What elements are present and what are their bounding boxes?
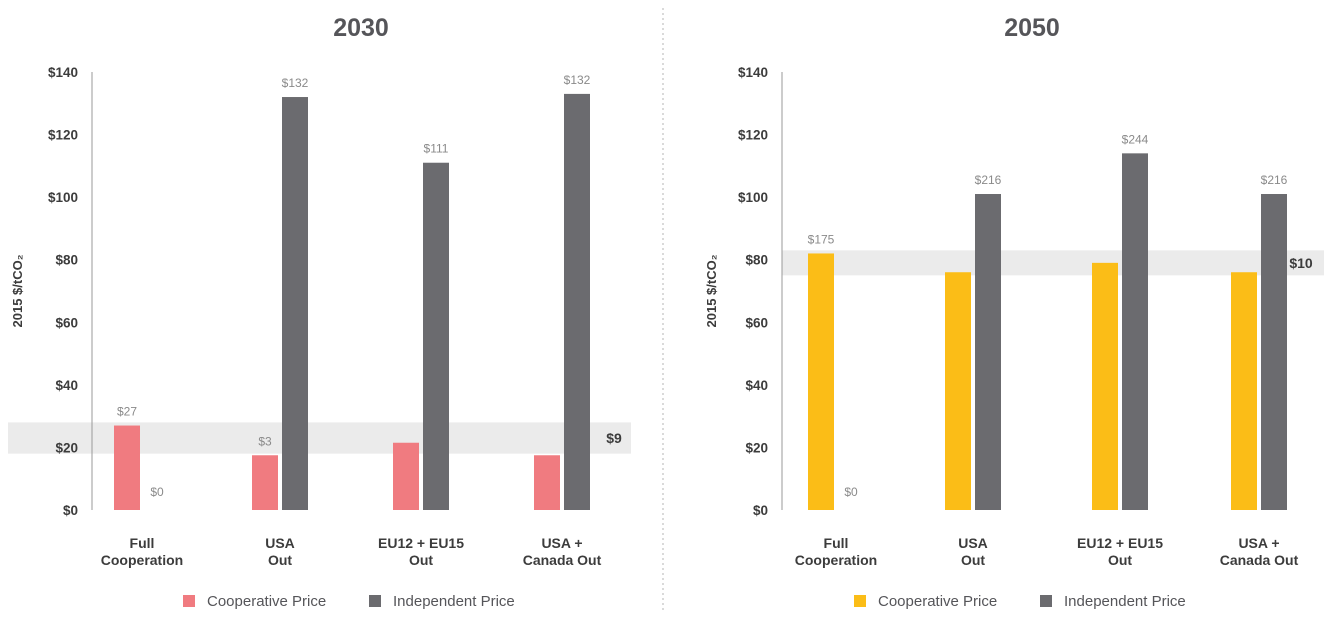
legend-swatch-independent: [369, 595, 381, 607]
bar-cooperative-price: [252, 455, 278, 510]
bar-independent-price: [423, 162, 449, 510]
legend-label-cooperative: Cooperative Price: [207, 593, 326, 610]
data-label-independent: $132: [564, 73, 591, 87]
bar-independent-price: [975, 194, 1001, 510]
bar-cooperative-price: [808, 253, 834, 510]
x-tick-label: USA: [958, 535, 988, 551]
y-tick-label: $80: [55, 253, 78, 268]
data-label-cooperative: $3: [258, 434, 272, 448]
bar-cooperative-price: [393, 442, 419, 510]
bar-cooperative-price: [1092, 262, 1118, 510]
chart-title: 2030: [333, 14, 389, 42]
data-label-cooperative: $27: [117, 405, 137, 419]
y-tick-label: $120: [738, 128, 768, 143]
x-tick-label: USA +: [541, 535, 582, 551]
y-tick-label: $140: [48, 65, 78, 80]
x-tick-label: Canada Out: [523, 552, 602, 568]
legend-label-independent: Independent Price: [393, 593, 515, 610]
y-tick-label: $80: [745, 253, 768, 268]
data-label-independent: $111: [424, 142, 449, 156]
x-tick-label: Full: [130, 535, 155, 551]
x-tick-label: Out: [961, 552, 985, 568]
bar-cooperative-price: [534, 455, 560, 510]
legend-swatch-independent: [1040, 595, 1052, 607]
y-tick-label: $0: [63, 503, 78, 518]
chart-title: 2050: [1004, 14, 1060, 42]
legend-swatch-cooperative: [854, 595, 866, 607]
y-tick-label: $20: [55, 440, 78, 455]
data-label-independent: $244: [1122, 132, 1149, 146]
y-tick-label: $100: [738, 190, 768, 205]
x-tick-label: EU12 + EU15: [378, 535, 464, 551]
difference-band: [782, 250, 1324, 276]
y-tick-label: $100: [48, 190, 78, 205]
bar-cooperative-price: [1231, 272, 1257, 510]
data-label-independent: $0: [150, 485, 164, 499]
bar-cooperative-price: [114, 425, 140, 510]
y-tick-label: $0: [753, 503, 768, 518]
x-tick-label: USA +: [1238, 535, 1279, 551]
bar-cooperative-price: [945, 272, 971, 510]
chart-panel-2050: $10 2050 $0 $20 $40 $60 $80 $100 $120 $140 2015 $/…: [704, 14, 1324, 610]
legend-swatch-cooperative: [183, 595, 195, 607]
bar-independent-price: [282, 97, 308, 511]
y-tick-label: $40: [55, 378, 78, 393]
x-tick-label: Out: [409, 552, 433, 568]
x-tick-label: Out: [268, 552, 292, 568]
legend-label-independent: Independent Price: [1064, 593, 1186, 610]
chart-panel-2030: $9 2030 $0 $20 $40 $60 $80 $100 $120 $140 2015 $/t…: [8, 14, 631, 610]
legend-label-cooperative: Cooperative Price: [878, 593, 997, 610]
x-tick-label: Full: [824, 535, 849, 551]
y-tick-label: $20: [745, 440, 768, 455]
bar-independent-price: [1261, 194, 1287, 510]
x-tick-label: Out: [1108, 552, 1132, 568]
y-tick-label: $40: [745, 378, 768, 393]
x-tick-label: USA: [265, 535, 295, 551]
data-label-independent: $216: [975, 173, 1002, 187]
data-label-independent: $216: [1261, 173, 1288, 187]
y-tick-label: $60: [55, 315, 78, 330]
data-label-independent: $0: [844, 485, 858, 499]
y-axis-label: 2015 $/tCO₂: [704, 254, 719, 327]
y-axis-label: 2015 $/tCO₂: [10, 254, 25, 327]
data-label-cooperative: $175: [808, 232, 835, 246]
band-label: $9: [606, 430, 622, 446]
y-tick-label: $140: [738, 65, 768, 80]
bar-independent-price: [564, 93, 590, 511]
difference-band: [8, 422, 631, 454]
data-label-independent: $132: [282, 76, 309, 90]
x-tick-label: Cooperation: [101, 552, 183, 568]
x-tick-label: Canada Out: [1220, 552, 1299, 568]
x-tick-label: Cooperation: [795, 552, 877, 568]
band-label: $10: [1289, 255, 1313, 271]
bar-independent-price: [1122, 153, 1148, 511]
y-tick-label: $120: [48, 128, 78, 143]
y-tick-label: $60: [745, 315, 768, 330]
x-tick-label: EU12 + EU15: [1077, 535, 1163, 551]
